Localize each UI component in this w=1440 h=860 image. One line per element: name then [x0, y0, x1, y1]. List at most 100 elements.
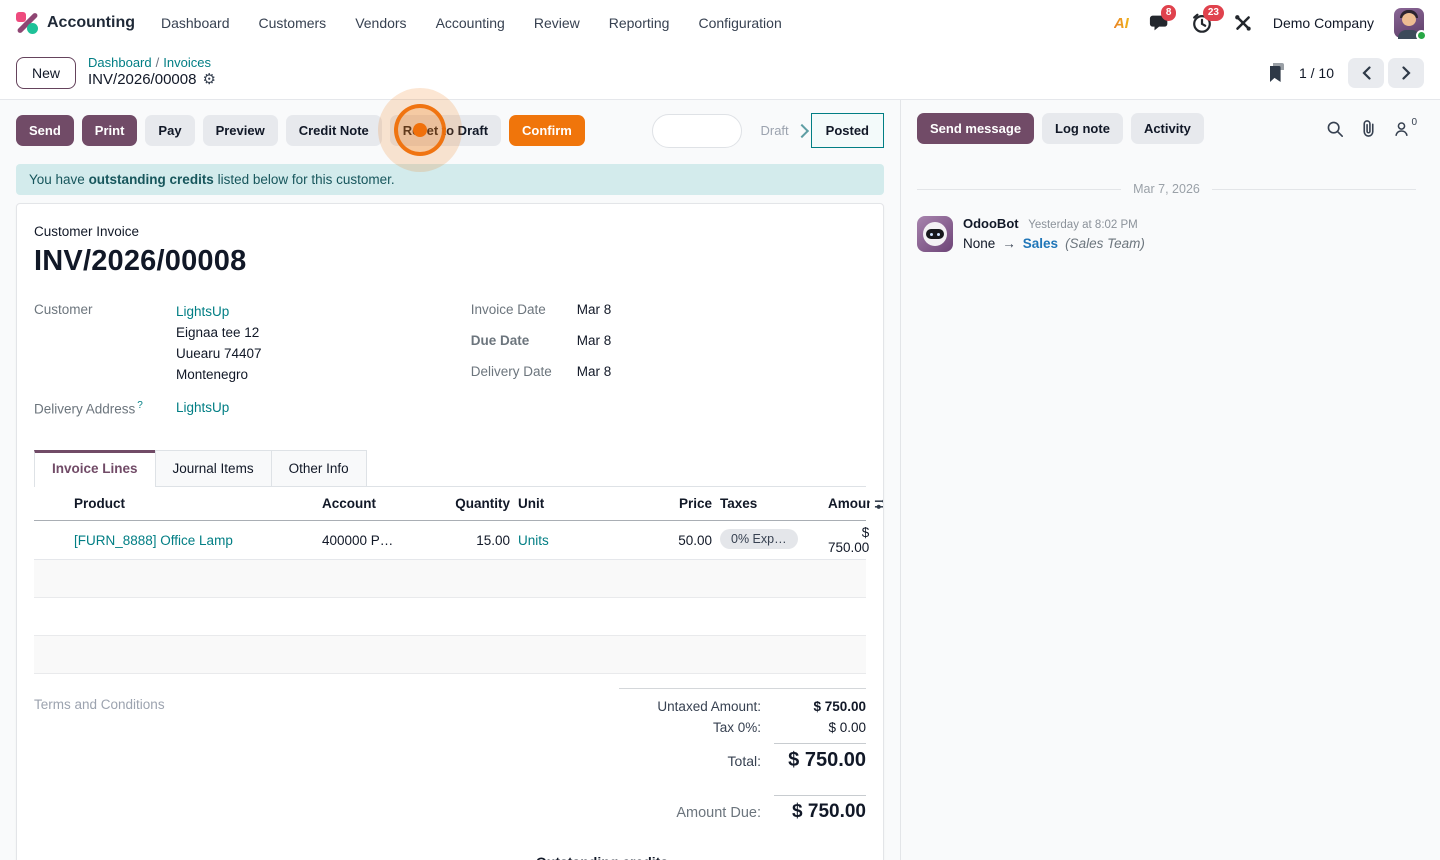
empty-line-row[interactable] — [34, 598, 866, 637]
menu-vendors[interactable]: Vendors — [355, 15, 407, 31]
notebook-tabs: Invoice Lines Journal Items Other Info — [34, 450, 866, 488]
menu-accounting[interactable]: Accounting — [435, 15, 505, 31]
lines-table-header: Product Account Quantity Unit Price Taxe… — [34, 487, 883, 522]
clock-icon — [1192, 13, 1211, 33]
totals-block: Untaxed Amount: $ 750.00 Tax 0%: $ 0.00 … — [619, 688, 866, 826]
breadcrumb: Dashboard / Invoices INV/2026/00008 ⚙ — [88, 55, 216, 90]
menu-dashboard[interactable]: Dashboard — [161, 15, 230, 31]
alert-text-bold: outstanding credits — [88, 172, 214, 187]
user-avatar[interactable] — [1394, 8, 1427, 41]
chevron-left-icon — [1361, 65, 1371, 80]
tools-icon[interactable] — [1233, 13, 1253, 33]
empty-line-row[interactable] — [34, 560, 866, 599]
state-draft[interactable]: Draft — [760, 123, 789, 138]
delivery-date-value[interactable]: Mar 8 — [576, 364, 612, 379]
total-value: $ 750.00 — [788, 749, 866, 772]
reset-to-draft-button[interactable]: Reset to Draft — [389, 115, 502, 146]
date-divider: Mar 7, 2026 — [901, 154, 1440, 210]
delivery-date-label: Delivery Date — [470, 364, 552, 379]
help-question-icon[interactable]: ? — [137, 399, 143, 411]
invoice-date-label: Invoice Date — [470, 302, 546, 317]
customer-link[interactable]: LightsUp — [176, 304, 230, 319]
gear-icon[interactable]: ⚙ — [202, 71, 216, 89]
menu-customers[interactable]: Customers — [258, 15, 327, 31]
invoice-date-value[interactable]: Mar 8 — [576, 302, 612, 317]
invoice-number[interactable]: INV/2026/00008 — [34, 245, 247, 277]
date-divider-text: Mar 7, 2026 — [1133, 182, 1200, 196]
preview-button[interactable]: Preview — [202, 115, 278, 146]
address-line-3: Montenegro — [176, 366, 249, 382]
company-switcher[interactable]: Demo Company — [1272, 15, 1374, 31]
line-account[interactable]: 400000 P… — [322, 532, 394, 548]
menu-review[interactable]: Review — [533, 15, 580, 31]
pager-next-button[interactable] — [1388, 57, 1424, 88]
state-posted[interactable]: Posted — [810, 113, 884, 148]
online-status-dot — [1416, 30, 1427, 41]
send-message-button[interactable]: Send message — [917, 113, 1035, 144]
bookmark-icon[interactable] — [1269, 63, 1285, 82]
log-note-button[interactable]: Log note — [1042, 113, 1123, 144]
activity-button[interactable]: Activity — [1130, 113, 1204, 144]
terms-placeholder[interactable]: Terms and Conditions — [34, 697, 165, 713]
arrow-right-icon: → — [1002, 236, 1016, 251]
message-author[interactable]: OdooBot — [963, 216, 1019, 231]
header-taxes[interactable]: Taxes — [720, 496, 758, 512]
payment-status-pill — [652, 113, 743, 148]
breadcrumb-invoices[interactable]: Invoices — [163, 55, 211, 70]
send-button[interactable]: Send — [16, 115, 74, 146]
attachments-icon[interactable] — [1360, 119, 1377, 138]
customer-label: Customer — [34, 302, 93, 317]
line-taxes-badge[interactable]: 0% Exp… — [720, 528, 798, 549]
untaxed-amount-value: $ 750.00 — [813, 699, 866, 715]
app-name[interactable]: Accounting — [47, 14, 135, 31]
top-nav: Accounting Dashboard Customers Vendors A… — [0, 0, 1440, 46]
total-divider — [774, 743, 866, 745]
messages-icon[interactable]: 8 — [1149, 5, 1177, 34]
header-account[interactable]: Account — [322, 496, 376, 512]
delivery-address-link[interactable]: LightsUp — [176, 399, 230, 415]
tracking-new-value-link[interactable]: Sales — [1022, 236, 1059, 251]
pay-button[interactable]: Pay — [145, 115, 195, 146]
odoo-logo-icon[interactable] — [16, 12, 39, 34]
due-date-value[interactable]: Mar 8 — [576, 333, 612, 348]
activities-badge: 23 — [1202, 5, 1224, 21]
invoice-line-row[interactable]: [FURN_8888] Office Lamp 400000 P… 15.00 … — [34, 521, 869, 561]
pager-previous-button[interactable] — [1348, 57, 1384, 88]
line-unit[interactable]: Units — [518, 532, 549, 548]
empty-line-row[interactable] — [34, 636, 866, 675]
header-product[interactable]: Product — [74, 496, 126, 512]
tab-journal-items[interactable]: Journal Items — [154, 450, 272, 487]
tracking-field-name: (Sales Team) — [1065, 236, 1145, 251]
header-amount[interactable]: Amount — [828, 496, 870, 512]
ai-icon[interactable]: AI — [1113, 14, 1129, 32]
line-quantity[interactable]: 15.00 — [476, 532, 510, 548]
menu-configuration[interactable]: Configuration — [698, 15, 782, 31]
odoobot-avatar — [917, 216, 953, 252]
alert-text-suffix: listed below for this customer. — [213, 172, 395, 187]
main-menu: Dashboard Customers Vendors Accounting R… — [161, 15, 782, 31]
new-button[interactable]: New — [16, 56, 77, 89]
breadcrumb-separator: / — [155, 55, 160, 70]
print-button[interactable]: Print — [81, 115, 138, 146]
line-price[interactable]: 50.00 — [678, 532, 712, 548]
header-quantity[interactable]: Quantity — [455, 496, 510, 512]
breadcrumb-dashboard[interactable]: Dashboard — [88, 55, 152, 70]
tab-invoice-lines[interactable]: Invoice Lines — [34, 450, 156, 488]
confirm-button[interactable]: Confirm — [509, 115, 585, 146]
amount-due-value: $ 750.00 — [792, 801, 866, 823]
search-messages-icon[interactable] — [1326, 120, 1344, 138]
total-label: Total: — [727, 753, 761, 770]
header-unit[interactable]: Unit — [518, 496, 545, 512]
optional-columns-icon[interactable] — [874, 497, 884, 511]
tab-other-info[interactable]: Other Info — [270, 450, 367, 487]
menu-reporting[interactable]: Reporting — [608, 15, 670, 31]
messages-badge: 8 — [1160, 5, 1177, 21]
chatter-message[interactable]: OdooBot Yesterday at 8:02 PM None → Sale… — [901, 210, 1440, 258]
chevron-right-icon — [1401, 65, 1411, 80]
line-product[interactable]: [FURN_8888] Office Lamp — [74, 532, 233, 548]
activities-icon[interactable]: 23 — [1191, 5, 1224, 34]
credit-note-button[interactable]: Credit Note — [285, 115, 382, 146]
followers-icon[interactable]: 0 — [1393, 117, 1417, 138]
header-price[interactable]: Price — [678, 496, 712, 512]
form-view: Send Print Pay Preview Credit Note Reset… — [0, 100, 901, 860]
